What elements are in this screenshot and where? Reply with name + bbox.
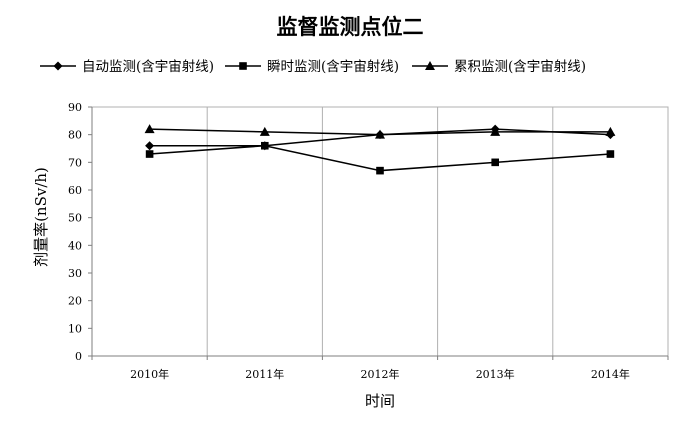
chart-title: 监督监测点位二 (277, 14, 424, 39)
legend-item: 自动监测(含宇宙射线) (40, 59, 214, 75)
plot-area (91, 106, 669, 357)
legend-label: 累积监测(含宇宙射线) (454, 59, 586, 75)
data-point (490, 126, 501, 136)
data-point (605, 126, 616, 136)
legend-marker-triangle (425, 61, 435, 70)
x-axis-title: 时间 (365, 392, 395, 410)
legend-label: 自动监测(含宇宙射线) (82, 59, 214, 75)
data-point (491, 158, 499, 167)
legend-item: 累积监测(含宇宙射线) (412, 59, 586, 75)
data-point (144, 124, 155, 134)
data-point (375, 129, 385, 139)
data-point (261, 141, 269, 150)
x-tick-label: 2011年 (245, 367, 284, 381)
y-tick-label: 0 (75, 350, 82, 363)
data-point (259, 126, 270, 136)
y-tick-label: 90 (68, 101, 82, 114)
y-tick-label: 30 (68, 267, 82, 280)
legend-marker-square (239, 62, 247, 70)
data-point (606, 150, 615, 158)
x-tick-label: 2013年 (476, 367, 515, 381)
legend: 自动监测(含宇宙射线) 瞬时监测(含宇宙射线) 累积监测(含宇宙射线) (40, 59, 586, 75)
data-point (145, 150, 154, 158)
series-group (144, 124, 616, 175)
legend-label: 瞬时监测(含宇宙射线) (267, 59, 399, 75)
data-point (376, 166, 384, 175)
y-axis-title: 剂量率(nSv/h) (32, 167, 50, 267)
plot-border (91, 106, 669, 357)
legend-marker-diamond (53, 61, 63, 71)
series-triangle (144, 124, 616, 139)
y-tick-label: 20 (68, 295, 82, 308)
x-axis: 2010年 2011年 2012年 2013年 2014年 (91, 355, 669, 381)
y-tick-label: 50 (68, 212, 82, 225)
y-tick-label: 60 (68, 184, 82, 197)
series-square (145, 141, 615, 175)
y-axis: 0 10 20 30 40 50 60 70 80 90 (68, 101, 93, 363)
y-tick-label: 40 (68, 239, 82, 252)
y-tick-label: 10 (68, 322, 82, 335)
x-tick-label: 2012年 (361, 367, 400, 381)
y-tick-label: 80 (68, 129, 82, 142)
x-tick-label: 2010年 (130, 367, 169, 381)
data-point (145, 141, 155, 151)
y-tick-label: 70 (68, 156, 82, 169)
legend-item: 瞬时监测(含宇宙射线) (225, 59, 399, 75)
x-tick-label: 2014年 (591, 367, 630, 381)
